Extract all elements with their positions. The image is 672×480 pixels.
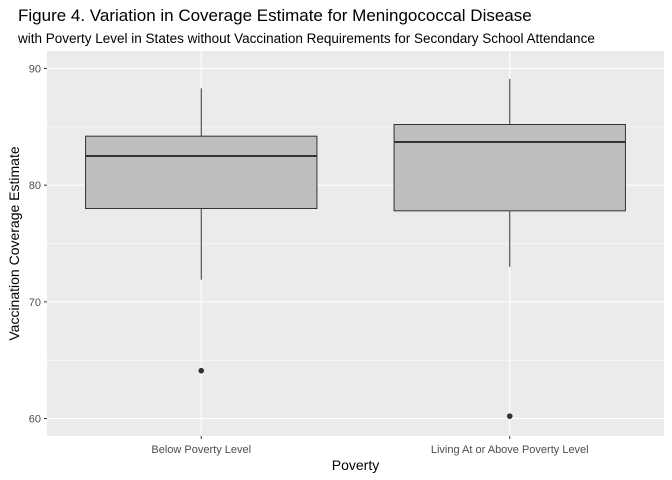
y-axis-ticks: 60 70 80 90 — [29, 64, 47, 426]
chart-title: Figure 4. Variation in Coverage Estimate… — [18, 6, 532, 25]
box-group — [85, 88, 318, 374]
chart-subtitle: with Poverty Level in States without Vac… — [18, 31, 595, 46]
x-axis-ticks: Below Poverty Level Living At or Above Po… — [151, 436, 589, 456]
y-tick-label: 90 — [29, 64, 41, 76]
box-group — [393, 79, 626, 419]
box-iqr — [85, 135, 318, 210]
outlier-point — [198, 367, 205, 374]
box-iqr — [393, 124, 626, 212]
x-tick-label: Below Poverty Level — [151, 444, 251, 456]
outlier-point — [506, 413, 513, 419]
y-tick-label: 80 — [29, 180, 41, 192]
y-axis-title: Vaccination Coverage Estimate — [6, 146, 22, 340]
y-tick-label: 70 — [29, 297, 41, 309]
boxes-layer — [85, 79, 626, 419]
x-tick-label: Living At or Above Poverty Level — [431, 444, 589, 456]
x-axis-title: Poverty — [332, 457, 379, 473]
y-tick-label: 60 — [29, 414, 41, 426]
